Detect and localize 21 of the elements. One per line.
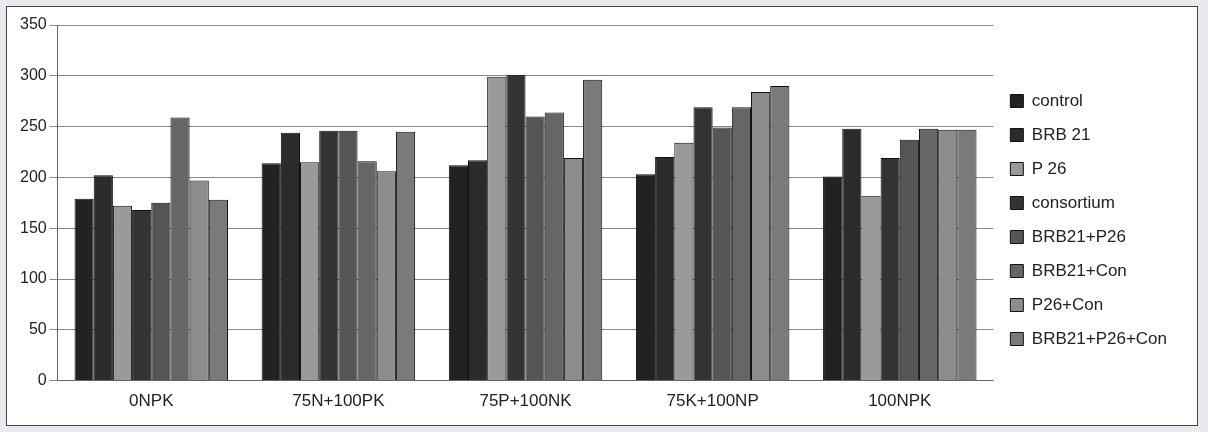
y-tick-label: 350 <box>19 15 47 33</box>
legend-label: control <box>1031 90 1083 110</box>
legend-label: P26+Con <box>1031 294 1104 314</box>
x-tick-label: 75N+100PK <box>292 391 386 411</box>
legend-label: BRB 21 <box>1031 124 1091 144</box>
x-tick-label: 75P+100NK <box>479 391 573 411</box>
y-tick-label: 250 <box>19 117 47 135</box>
y-tick-label: 100 <box>19 269 47 287</box>
y-tick-label: 50 <box>28 320 47 338</box>
legend-label: BRB21+P26 <box>1031 226 1126 246</box>
x-tick-label: 0NPK <box>129 391 175 411</box>
legend-label: BRB21+Con <box>1031 260 1127 280</box>
legend-label: BRB21+P26+Con <box>1031 328 1167 348</box>
legend-label: consortium <box>1031 192 1115 212</box>
y-tick-label: 0 <box>37 371 47 389</box>
y-tick-label: 300 <box>19 66 47 84</box>
legend-label: P 26 <box>1031 158 1067 178</box>
x-tick-label: 100NPK <box>868 391 933 411</box>
y-tick-label: 150 <box>19 218 47 236</box>
y-tick-label: 200 <box>19 167 47 185</box>
x-tick-label: 75K+100NP <box>666 391 759 411</box>
